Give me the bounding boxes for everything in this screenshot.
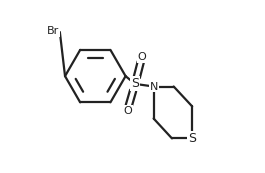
Text: O: O (123, 106, 132, 116)
Text: N: N (149, 81, 158, 92)
Text: Br: Br (47, 26, 59, 36)
Text: S: S (188, 132, 196, 145)
Text: O: O (138, 52, 146, 62)
Text: S: S (131, 77, 139, 90)
